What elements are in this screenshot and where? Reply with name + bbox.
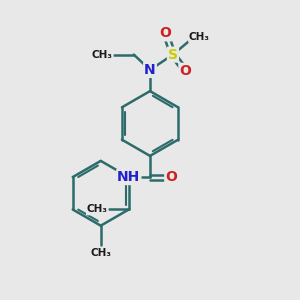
Text: CH₃: CH₃ xyxy=(90,248,111,258)
Text: NH: NH xyxy=(117,170,140,184)
Text: O: O xyxy=(179,64,191,78)
Text: CH₃: CH₃ xyxy=(87,205,108,214)
Text: S: S xyxy=(168,48,178,62)
Text: O: O xyxy=(160,26,172,40)
Text: CH₃: CH₃ xyxy=(189,32,210,42)
Text: N: N xyxy=(144,63,156,77)
Text: CH₃: CH₃ xyxy=(92,50,113,60)
Text: O: O xyxy=(165,170,177,184)
